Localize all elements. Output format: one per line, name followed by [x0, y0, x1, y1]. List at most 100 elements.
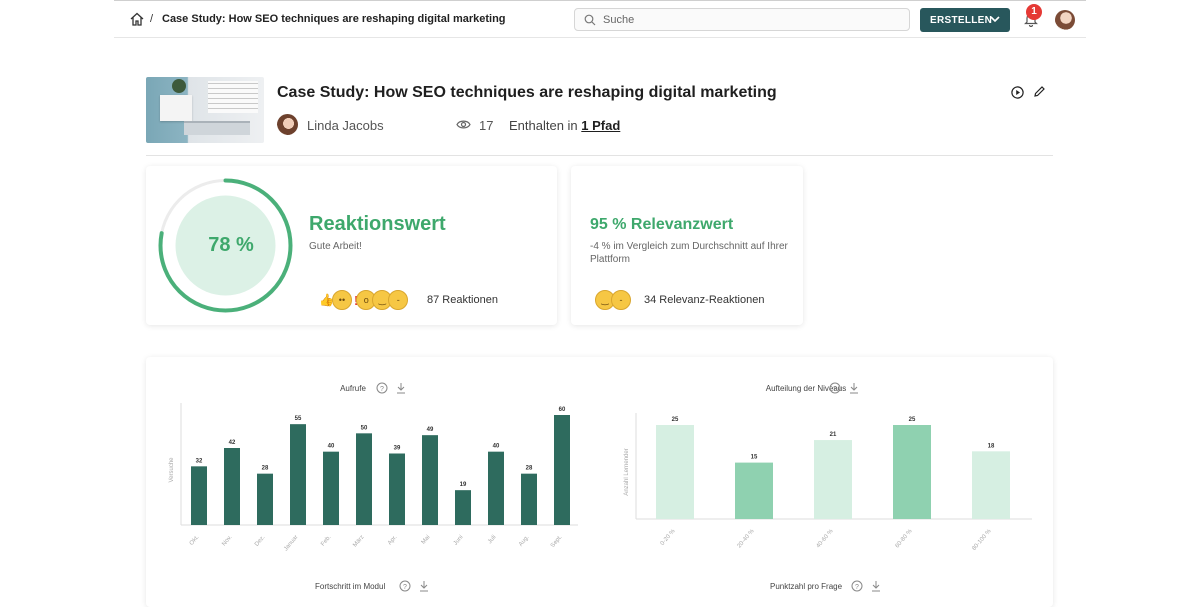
smile-face-icon: ‿: [595, 290, 615, 310]
top-bar: / Case Study: How SEO techniques are res…: [114, 0, 1086, 38]
page-title: Case Study: How SEO techniques are resha…: [277, 84, 777, 101]
levels-chart-data-label: 18: [988, 443, 995, 449]
views-chart-bar: [521, 473, 537, 525]
views-chart-bar: [389, 453, 405, 525]
progress-chart-help-icon: [399, 580, 411, 592]
levels-chart-tick-label: 0-20 %: [660, 528, 677, 547]
relevance-reaction-count: 34 Relevanz-Reaktionen: [644, 294, 765, 306]
search-icon: [584, 14, 596, 26]
views-chart-data-label: 50: [361, 425, 368, 431]
levels-chart-bar: [972, 451, 1010, 519]
reaction-title: Reaktionswert: [309, 213, 446, 235]
reaction-score-card: 78 % Reaktionswert Gute Arbeit! 👍 •• ! o…: [146, 166, 557, 325]
eye-icon: [456, 120, 471, 129]
bottom-left-chart-title: Fortschritt im Modul: [315, 582, 386, 591]
relevance-subtitle: -4 % im Vergleich zum Durchschnitt auf I…: [590, 241, 788, 265]
levels-chart-bar: [893, 425, 931, 519]
levels-chart-help-icon: [829, 382, 841, 394]
breadcrumb-separator: /: [150, 13, 154, 25]
views-chart-tick-label: Feb.: [320, 534, 333, 547]
relevance-title: 95 % Relevanzwert: [590, 216, 734, 233]
levels-chart-title: Aufteilung der Niveaus: [766, 384, 847, 393]
levels-chart-data-label: 15: [751, 455, 758, 461]
create-button[interactable]: ERSTELLEN: [920, 8, 1010, 32]
notification-badge: 1: [1026, 4, 1042, 20]
thumbs-up-icon: 👍: [319, 293, 334, 307]
views-chart-data-label: 40: [493, 444, 500, 450]
path-link[interactable]: 1 Pfad: [581, 118, 621, 133]
levels-chart-tick-label: 40-60 %: [816, 528, 835, 549]
relevance-score-card: 95 % Relevanzwert -4 % im Vergleich zum …: [571, 166, 803, 325]
progress-chart-download-icon: [420, 581, 428, 592]
views-chart-tick-label: Juni: [453, 534, 465, 546]
views-chart-title: Aufrufe: [340, 384, 366, 393]
views-chart-data-label: 28: [262, 466, 269, 472]
relevance-emojis: ‿ -: [595, 290, 631, 310]
views-chart-bar: [554, 415, 570, 525]
views-chart-bar: [422, 435, 438, 525]
levels-chart-download-icon: [850, 383, 858, 394]
views-chart-tick-label: März: [352, 534, 365, 548]
views-chart-help-icon: [376, 382, 388, 394]
levels-chart-help-icon-glyph: ?: [833, 386, 837, 393]
views-chart-tick-label: Juli: [487, 534, 497, 545]
author-avatar[interactable]: [277, 114, 298, 135]
edit-icon[interactable]: [1033, 85, 1046, 98]
levels-chart-bar: [814, 440, 852, 519]
charts-card: Aufrufe? Versuche 32 Okt. 42 Nov. 28 Dez. 55 Janu…: [146, 357, 1053, 607]
search-box: [574, 8, 910, 31]
views-chart-data-label: 28: [526, 466, 533, 472]
neutral-face-icon: -: [388, 290, 409, 310]
levels-chart-tick-label: 80-100 %: [971, 528, 993, 552]
views-chart-bar: [323, 451, 339, 525]
neutral-face-icon: -: [611, 290, 631, 310]
breadcrumb-current: Case Study: How SEO techniques are resha…: [162, 13, 506, 25]
home-icon[interactable]: [130, 12, 144, 26]
views-chart-data-label: 55: [295, 416, 302, 422]
score-chart-download-icon: [872, 581, 880, 592]
chevron-down-icon: [990, 16, 1000, 23]
levels-chart-bar: [735, 462, 773, 519]
score-chart-help-icon-glyph: ?: [855, 584, 859, 591]
user-avatar[interactable]: [1055, 10, 1075, 30]
views-chart-bar: [257, 473, 273, 525]
views-chart-bar: [488, 451, 504, 525]
author-name[interactable]: Linda Jacobs: [307, 118, 384, 133]
levels-chart-bar: [656, 425, 694, 519]
levels-chart-data-label: 25: [672, 417, 679, 423]
post-thumbnail: [146, 77, 264, 143]
views-chart-bar: [455, 490, 471, 525]
views-chart-tick-label: Sept.: [550, 534, 564, 549]
reaction-gauge: [158, 178, 293, 313]
contained-in: Enthalten in 1 Pfad: [509, 118, 620, 133]
views-chart-data-label: 39: [394, 446, 401, 452]
search-input[interactable]: [603, 11, 903, 28]
divider: [146, 155, 1053, 156]
views-chart-tick-label: Aug.: [518, 534, 531, 548]
nerd-face-icon: ••: [331, 290, 352, 310]
play-icon[interactable]: [1011, 86, 1024, 99]
views-chart-data-label: 42: [229, 440, 236, 446]
views-chart-data-label: 32: [196, 458, 203, 464]
views-chart-data-label: 60: [559, 407, 566, 413]
progress-chart-help-icon-glyph: ?: [403, 584, 407, 591]
reaction-subtitle: Gute Arbeit!: [309, 241, 362, 252]
views-chart-y-label: Versuche: [169, 457, 175, 483]
views-chart-tick-label: Dez.: [254, 534, 267, 548]
reaction-emojis: 👍 •• ! o ‿ -: [319, 290, 409, 310]
smile-face-icon: ‿: [372, 290, 393, 310]
score-chart-help-icon: [851, 580, 863, 592]
exclamation-icon: !: [354, 293, 358, 308]
charts-area: Aufrufe ? Versuche 32 Okt. 42 Nov. 28 Dez. 55 Janu…: [169, 382, 1032, 592]
views-chart-tick-label: Mai: [421, 534, 432, 545]
levels-chart-data-label: 25: [909, 417, 916, 423]
levels-chart-tick-label: 60-80 %: [895, 528, 914, 549]
reaction-count: 87 Reaktionen: [427, 294, 498, 306]
views-chart-download-icon: [397, 383, 405, 394]
views-chart-bar: [224, 448, 240, 525]
bottom-right-chart-title: Punktzahl pro Frage: [770, 582, 843, 591]
levels-chart-y-label: Anzahl Lernender: [624, 448, 630, 495]
views-chart-data-label: 40: [328, 444, 335, 450]
views-chart-bar: [290, 424, 306, 525]
levels-chart-data-label: 21: [830, 432, 837, 438]
